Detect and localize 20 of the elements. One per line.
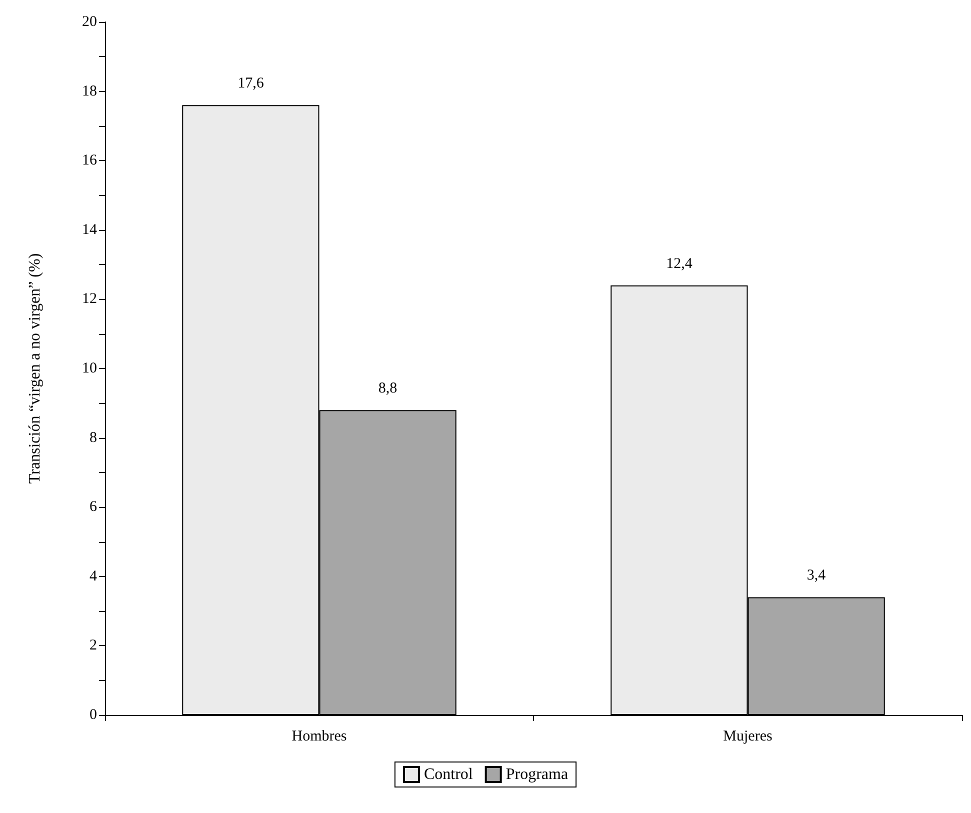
y-tick-label: 10: [82, 360, 97, 376]
y-tick-label: 4: [90, 568, 98, 584]
y-tick-label: 20: [82, 14, 97, 30]
y-tick-label: 18: [82, 83, 97, 100]
y-tick-label: 6: [90, 499, 98, 516]
y-tick-label: 16: [82, 152, 98, 169]
legend-label: Control: [424, 766, 474, 783]
y-axis-title: Transición “virgen a no virgen” (%): [26, 253, 44, 484]
y-tick-label: 12: [82, 291, 97, 308]
data-label: 3,4: [806, 568, 826, 584]
y-tick-label: 2: [90, 638, 97, 654]
y-tick-label: 14: [82, 222, 98, 238]
data-label: 17,6: [238, 76, 264, 92]
y-tick-label: 0: [90, 707, 97, 723]
x-tick-label: Hombres: [292, 728, 347, 744]
x-tick-label: Mujeres: [723, 728, 772, 744]
legend-label: Programa: [506, 766, 568, 783]
y-tick-label: 8: [90, 430, 97, 446]
data-label: 8,8: [378, 380, 398, 397]
data-label: 12,4: [666, 256, 693, 272]
